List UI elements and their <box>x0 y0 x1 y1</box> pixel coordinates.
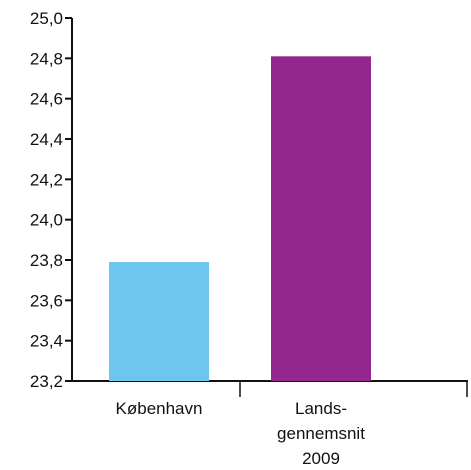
y-tick-label: 25,0 <box>30 9 63 28</box>
y-tick-label: 24,8 <box>30 49 63 68</box>
bar-1 <box>109 262 209 381</box>
y-tick-label: 24,6 <box>30 90 63 109</box>
y-tick-label: 23,8 <box>30 251 63 270</box>
category-label-2: Lands-gennemsnit 2009 <box>277 399 365 468</box>
category-label-line: København <box>116 399 203 418</box>
category-label-line: Lands- <box>295 399 347 418</box>
bars <box>109 56 371 382</box>
y-tick-label: 24,0 <box>30 211 63 230</box>
category-label-line: gennemsnit <box>277 424 365 443</box>
y-axis: 23,2 23,4 23,6 23,8 24,0 24,2 24,4 24,6 24,8 25,0 <box>30 9 73 391</box>
y-tick-label: 24,2 <box>30 170 63 189</box>
y-tick-label: 23,6 <box>30 291 63 310</box>
y-tick-label: 23,2 <box>30 372 63 391</box>
y-tick-label: 23,4 <box>30 332 63 351</box>
x-axis <box>65 380 468 397</box>
bar-2 <box>271 56 371 382</box>
category-label-1: København <box>116 399 203 418</box>
y-tick-label: 24,4 <box>30 130 63 149</box>
category-label-line: 2009 <box>302 449 340 468</box>
category-labels: København Lands-gennemsnit 2009 <box>116 399 366 468</box>
